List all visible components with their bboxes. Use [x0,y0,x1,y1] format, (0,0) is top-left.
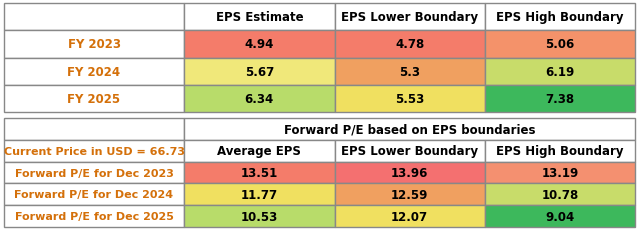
Bar [184,4,335,31]
Bar [335,85,485,112]
Text: Forward P/E based on EPS boundaries: Forward P/E based on EPS boundaries [284,123,536,136]
Bar [184,162,335,184]
Text: 12.59: 12.59 [391,188,428,201]
Bar [4,4,184,31]
Bar [4,31,184,58]
Bar [485,31,636,58]
Bar [485,4,636,31]
Bar [485,184,636,205]
Bar [335,205,485,227]
Bar [184,205,335,227]
Text: 5.06: 5.06 [545,38,575,51]
Bar [485,58,636,85]
Bar [184,184,335,205]
Text: FY 2023: FY 2023 [68,38,120,51]
Text: EPS Lower Boundary: EPS Lower Boundary [341,11,478,24]
Text: Forward P/E for Dec 2025: Forward P/E for Dec 2025 [15,211,173,221]
Bar [4,85,184,112]
Bar [335,58,485,85]
Bar [485,140,636,162]
Text: 7.38: 7.38 [545,92,575,105]
Text: Forward P/E for Dec 2023: Forward P/E for Dec 2023 [15,168,173,178]
Text: Average EPS: Average EPS [218,145,301,158]
Text: 13.96: 13.96 [391,166,428,179]
Bar [184,31,335,58]
Bar [335,140,485,162]
Bar [335,162,485,184]
Text: FY 2024: FY 2024 [67,65,120,78]
Bar [184,58,335,85]
Bar [4,119,184,140]
Text: Current Price in USD = 66.73: Current Price in USD = 66.73 [4,146,184,156]
Text: 4.94: 4.94 [244,38,274,51]
Text: Forward P/E for Dec 2024: Forward P/E for Dec 2024 [15,189,173,199]
Bar [485,205,636,227]
Text: FY 2025: FY 2025 [67,92,120,105]
Text: 13.51: 13.51 [241,166,278,179]
Text: 5.3: 5.3 [399,65,420,78]
Text: EPS Estimate: EPS Estimate [216,11,303,24]
Text: 9.04: 9.04 [545,210,575,223]
Bar [184,119,636,140]
Bar [184,140,335,162]
Text: 5.67: 5.67 [244,65,274,78]
Bar [4,140,184,162]
Bar [184,85,335,112]
Bar [4,205,184,227]
Text: 5.53: 5.53 [395,92,424,105]
Bar [485,85,636,112]
Bar [4,184,184,205]
Text: EPS High Boundary: EPS High Boundary [497,145,624,158]
Text: 6.19: 6.19 [545,65,575,78]
Text: 12.07: 12.07 [391,210,428,223]
Text: 10.78: 10.78 [541,188,579,201]
Text: 10.53: 10.53 [241,210,278,223]
Bar [4,162,184,184]
Bar [335,184,485,205]
Bar [335,4,485,31]
Bar [335,31,485,58]
Bar [4,58,184,85]
Text: 6.34: 6.34 [244,92,274,105]
Text: 11.77: 11.77 [241,188,278,201]
Text: EPS High Boundary: EPS High Boundary [497,11,624,24]
Bar [485,162,636,184]
Text: 4.78: 4.78 [395,38,424,51]
Text: EPS Lower Boundary: EPS Lower Boundary [341,145,478,158]
Text: 13.19: 13.19 [541,166,579,179]
